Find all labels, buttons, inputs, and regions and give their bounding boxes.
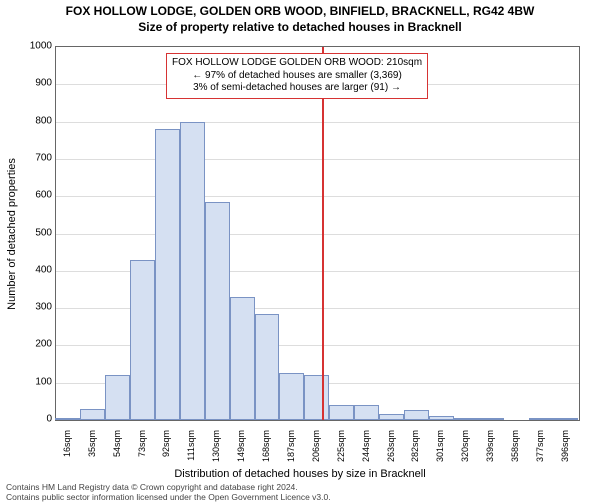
x-tick-label: 149sqm (236, 430, 246, 470)
histogram-bar (454, 418, 479, 420)
histogram-bar (379, 414, 404, 420)
y-tick-label: 400 (24, 264, 52, 275)
y-axis-label: Number of detached properties (6, 158, 18, 310)
histogram-bar (329, 405, 354, 420)
chart-container: FOX HOLLOW LODGE, GOLDEN ORB WOOD, BINFI… (0, 4, 600, 504)
y-tick-label: 600 (24, 190, 52, 201)
gridline (56, 122, 579, 123)
histogram-bar (479, 418, 504, 420)
histogram-bar (429, 416, 454, 420)
histogram-bar (205, 202, 230, 420)
x-tick-label: 73sqm (137, 430, 147, 470)
x-tick-label: 263sqm (386, 430, 396, 470)
x-tick-label: 377sqm (535, 430, 545, 470)
x-tick-label: 187sqm (286, 430, 296, 470)
x-tick-label: 54sqm (112, 430, 122, 470)
x-tick-label: 244sqm (361, 430, 371, 470)
histogram-bar (529, 418, 554, 420)
chart-plot-area: FOX HOLLOW LODGE GOLDEN ORB WOOD: 210sqm… (55, 46, 580, 421)
footer-line-2: Contains public sector information licen… (6, 492, 331, 502)
histogram-bar (55, 418, 80, 420)
y-tick-label: 100 (24, 376, 52, 387)
x-tick-label: 396sqm (560, 430, 570, 470)
histogram-bar (180, 122, 205, 420)
annotation-box: FOX HOLLOW LODGE GOLDEN ORB WOOD: 210sqm… (166, 53, 428, 99)
footer-line-1: Contains HM Land Registry data © Crown c… (6, 482, 331, 492)
gridline (56, 196, 579, 197)
histogram-bar (354, 405, 379, 420)
annotation-line-2: ← 97% of detached houses are smaller (3,… (172, 70, 422, 83)
x-tick-label: 206sqm (311, 430, 321, 470)
x-tick-label: 111sqm (186, 430, 196, 470)
x-tick-label: 282sqm (410, 430, 420, 470)
annotation-line-3: 3% of semi-detached houses are larger (9… (172, 82, 422, 95)
x-tick-label: 358sqm (510, 430, 520, 470)
gridline (56, 234, 579, 235)
x-tick-label: 339sqm (485, 430, 495, 470)
gridline (56, 159, 579, 160)
y-tick-label: 800 (24, 115, 52, 126)
histogram-bar (105, 375, 130, 420)
x-tick-label: 320sqm (460, 430, 470, 470)
y-tick-label: 500 (24, 227, 52, 238)
x-tick-label: 35sqm (87, 430, 97, 470)
y-tick-label: 1000 (24, 41, 52, 52)
histogram-bar (279, 373, 304, 420)
histogram-bar (553, 418, 578, 420)
y-tick-label: 900 (24, 78, 52, 89)
x-tick-label: 92sqm (161, 430, 171, 470)
y-tick-label: 700 (24, 152, 52, 163)
y-tick-label: 0 (24, 414, 52, 425)
y-tick-label: 300 (24, 302, 52, 313)
title-line-1: FOX HOLLOW LODGE, GOLDEN ORB WOOD, BINFI… (0, 4, 600, 18)
histogram-bar (80, 409, 105, 420)
histogram-bar (155, 129, 180, 420)
annotation-line-1: FOX HOLLOW LODGE GOLDEN ORB WOOD: 210sqm (172, 57, 422, 70)
histogram-bar (404, 410, 429, 420)
y-tick-label: 200 (24, 339, 52, 350)
x-tick-label: 301sqm (435, 430, 445, 470)
histogram-bar (230, 297, 255, 420)
x-tick-label: 168sqm (261, 430, 271, 470)
histogram-bar (130, 260, 155, 420)
marker-line (322, 47, 324, 420)
footer-attribution: Contains HM Land Registry data © Crown c… (6, 482, 331, 502)
x-tick-label: 16sqm (62, 430, 72, 470)
histogram-bar (255, 314, 280, 420)
title-line-2: Size of property relative to detached ho… (0, 20, 600, 34)
x-tick-label: 130sqm (211, 430, 221, 470)
histogram-bar (304, 375, 329, 420)
x-tick-label: 225sqm (336, 430, 346, 470)
